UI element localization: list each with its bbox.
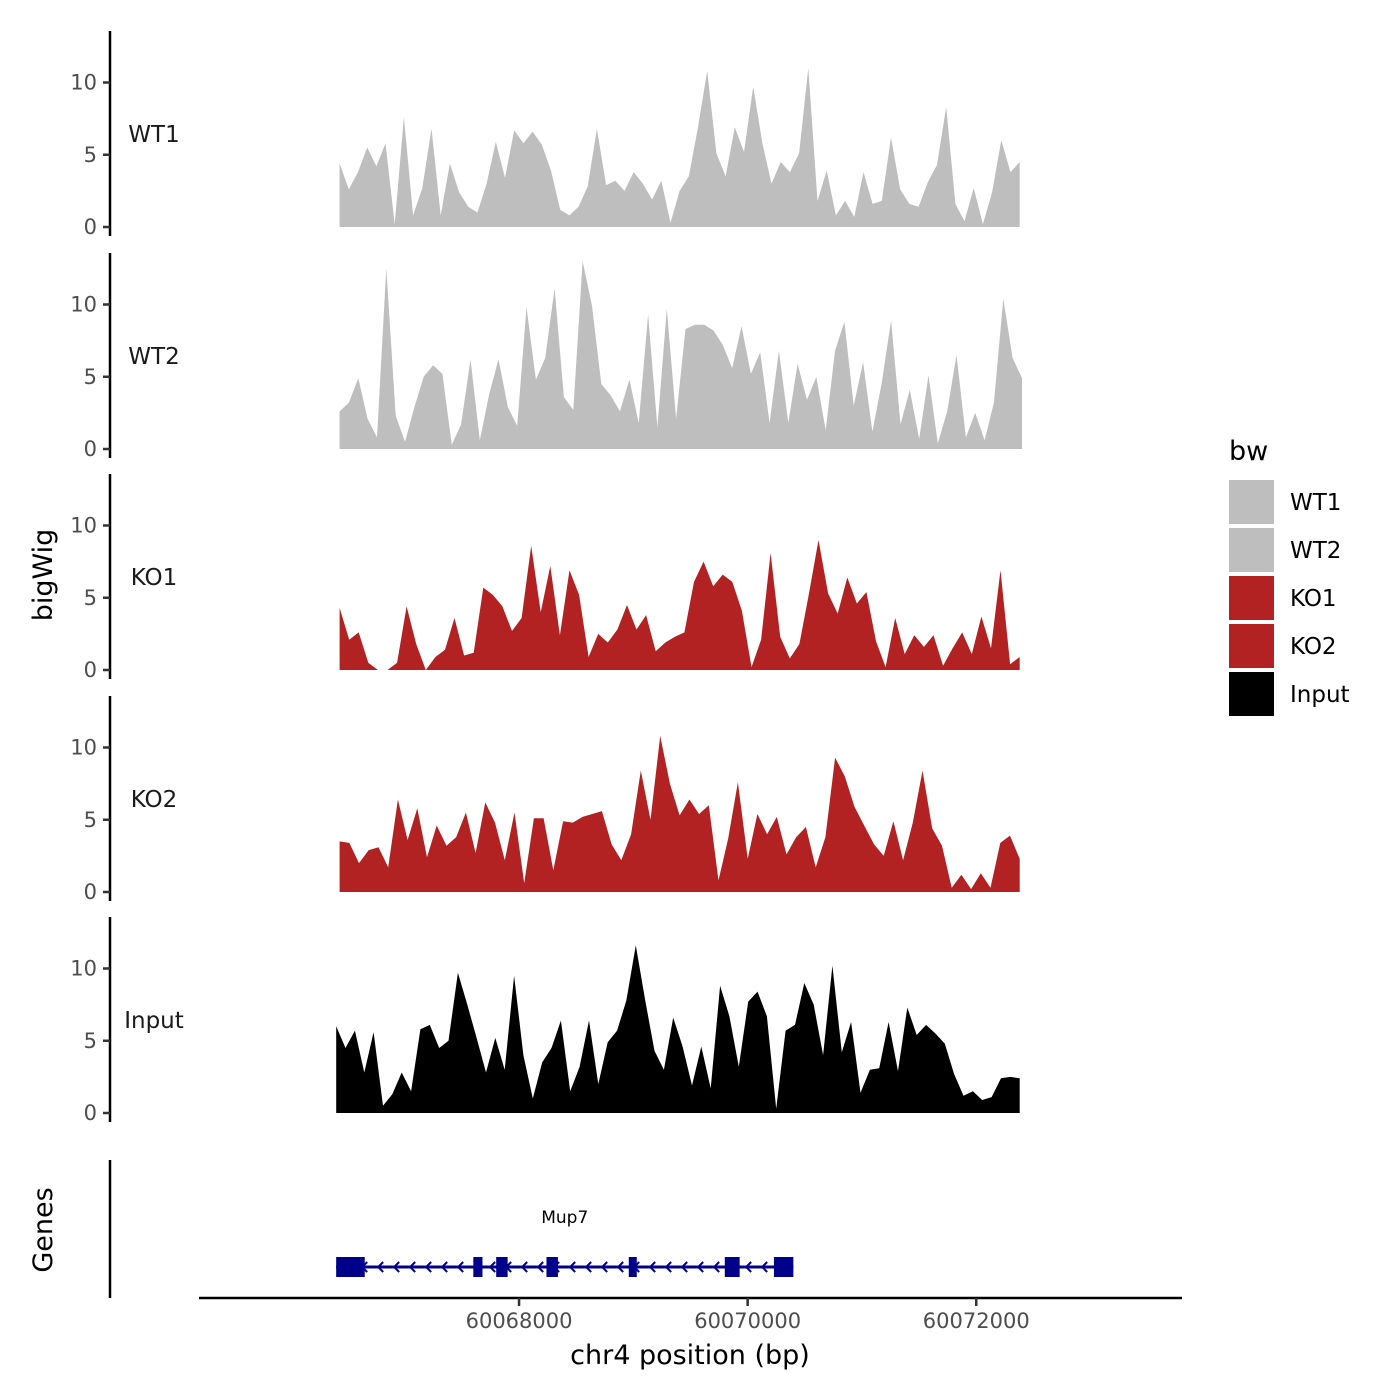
legend-swatch — [1229, 672, 1274, 716]
exon — [473, 1257, 483, 1277]
legend-label: WT1 — [1290, 490, 1341, 516]
genes-layer: Mup7 — [108, 1160, 794, 1298]
y-tick-label: 5 — [84, 1029, 97, 1053]
strand-chevron — [408, 1261, 416, 1273]
gene-label: Mup7 — [541, 1208, 588, 1228]
y-tick-label: 0 — [84, 658, 97, 682]
y-tick-label: 5 — [84, 365, 97, 389]
tracks-layer: 0 5 10 WT1 0 5 10 WT2 0 5 10 KO1 0 5 10 KO2 0 5 10 Input — [70, 31, 1023, 1125]
strand-chevron — [680, 1261, 688, 1273]
exon — [724, 1257, 740, 1277]
strand-chevron — [376, 1261, 384, 1273]
legend-entry-wt1: WT1 — [1229, 480, 1341, 524]
strand-chevron — [664, 1261, 672, 1273]
track-label: KO2 — [131, 787, 178, 813]
genes-axis-title: Genes — [28, 1187, 59, 1272]
strand-chevron — [744, 1261, 752, 1273]
y-tick-label: 0 — [84, 215, 97, 239]
legend-label: KO2 — [1290, 634, 1337, 660]
strand-chevron — [696, 1261, 704, 1273]
strand-chevron — [568, 1261, 576, 1273]
track-label: KO1 — [131, 565, 178, 591]
exon — [628, 1257, 637, 1277]
x-tick-label: 60072000 — [923, 1309, 1030, 1333]
legend-label: Input — [1290, 682, 1350, 708]
gene-mup7: Mup7 — [336, 1208, 794, 1277]
y-tick-label: 10 — [70, 71, 97, 95]
strand-chevron — [440, 1261, 448, 1273]
y-tick-label: 5 — [84, 808, 97, 832]
strand-chevron — [712, 1261, 720, 1273]
strand-chevron — [600, 1261, 608, 1273]
coverage-area-wt2 — [339, 261, 1023, 449]
x-axis-ticks: 60068000 60070000 60072000 — [466, 1298, 1030, 1333]
strand-chevron — [536, 1261, 544, 1273]
legend: bw WT1 WT2 KO1 KO2 Input — [1229, 436, 1350, 716]
coverage-area-input — [336, 945, 1020, 1113]
strand-chevron — [456, 1261, 464, 1273]
y-tick-label: 0 — [84, 1101, 97, 1125]
strand-chevron — [584, 1261, 592, 1273]
legend-title: bw — [1229, 436, 1268, 467]
exon — [336, 1257, 365, 1277]
coverage-area-wt1 — [339, 68, 1020, 227]
x-tick-label: 60068000 — [466, 1309, 573, 1333]
strand-chevron — [424, 1261, 432, 1273]
track-label: WT2 — [128, 344, 179, 370]
legend-swatch — [1229, 528, 1274, 572]
track-label: WT1 — [128, 122, 179, 148]
coverage-area-ko2 — [339, 735, 1020, 892]
y-axis-title: bigWig — [28, 529, 59, 622]
track-label: Input — [124, 1008, 184, 1034]
legend-entry-ko1: KO1 — [1229, 576, 1337, 620]
strand-chevron — [520, 1261, 528, 1273]
y-tick-label: 0 — [84, 880, 97, 904]
x-axis-title: chr4 position (bp) — [570, 1340, 810, 1371]
track-wt2: 0 5 10 WT2 — [70, 253, 1023, 461]
y-tick-label: 10 — [70, 736, 97, 760]
track-ko1: 0 5 10 KO1 — [70, 474, 1020, 682]
y-tick-label: 10 — [70, 514, 97, 538]
exon — [546, 1257, 558, 1277]
legend-entry-ko2: KO2 — [1229, 624, 1337, 668]
exon — [496, 1257, 508, 1277]
strand-chevron — [616, 1261, 624, 1273]
y-tick-label: 10 — [70, 957, 97, 981]
coverage-area-ko1 — [339, 540, 1020, 670]
track-input: 0 5 10 Input — [70, 917, 1020, 1125]
y-tick-label: 0 — [84, 437, 97, 461]
strand-chevron — [488, 1261, 496, 1273]
legend-label: KO1 — [1290, 586, 1337, 612]
y-tick-label: 10 — [70, 293, 97, 317]
legend-swatch — [1229, 576, 1274, 620]
legend-swatch — [1229, 480, 1274, 524]
strand-chevron — [648, 1261, 656, 1273]
legend-entry-input: Input — [1229, 672, 1350, 716]
track-wt1: 0 5 10 WT1 — [70, 31, 1020, 239]
strand-chevron — [392, 1261, 400, 1273]
x-tick-label: 60070000 — [694, 1309, 801, 1333]
track-ko2: 0 5 10 KO2 — [70, 696, 1020, 904]
y-tick-label: 5 — [84, 143, 97, 167]
legend-entry-wt2: WT2 — [1229, 528, 1341, 572]
legend-label: WT2 — [1290, 538, 1341, 564]
strand-chevron — [760, 1261, 768, 1273]
exon — [773, 1257, 794, 1277]
y-tick-label: 5 — [84, 586, 97, 610]
legend-swatch — [1229, 624, 1274, 668]
